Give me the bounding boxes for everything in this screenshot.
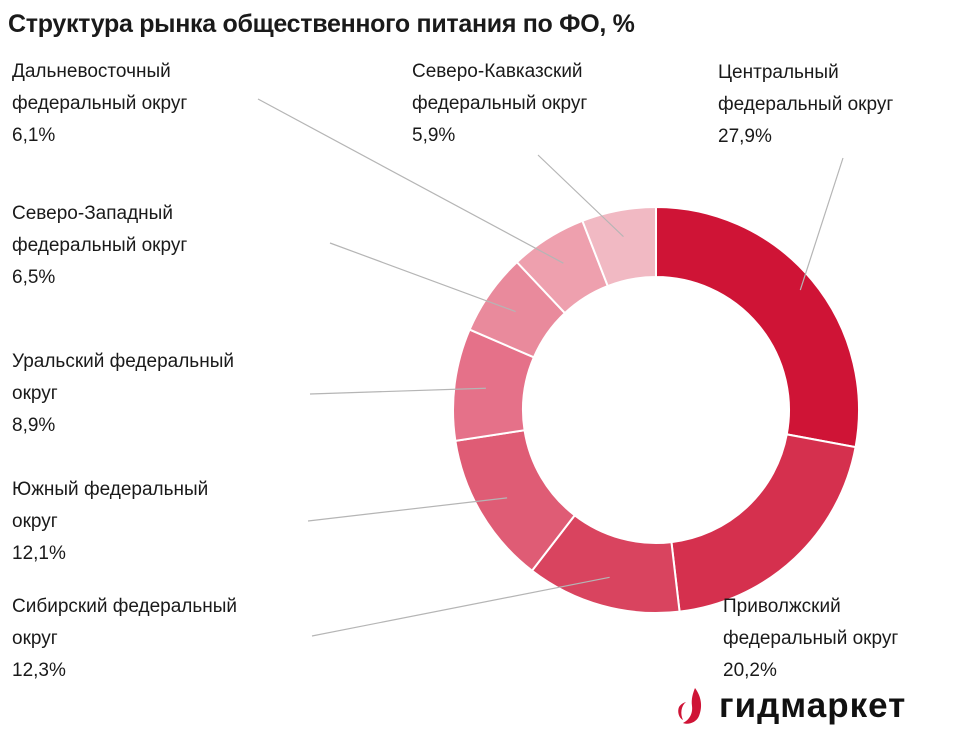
slice-label: Северо-Кавказский федеральный округ 5,9% xyxy=(412,56,587,152)
slice-label: Центральный федеральный округ 27,9% xyxy=(718,57,893,153)
slice-label-line: Дальневосточный xyxy=(12,61,171,82)
slice-value-label: 6,1% xyxy=(12,125,56,146)
chart-title: Структура рынка общественного питания по… xyxy=(8,10,635,38)
donut-slice xyxy=(655,205,860,449)
slice-label-line: Северо-Западный xyxy=(12,203,173,224)
slice-label-line: Уральский федеральный xyxy=(12,351,234,372)
leader-line xyxy=(309,387,486,395)
donut-slice xyxy=(670,433,857,613)
slice-label-line: Центральный xyxy=(718,62,839,83)
leader-line xyxy=(799,157,844,291)
slice-label-line: федеральный округ xyxy=(412,93,588,114)
slice-label: Приволжский федеральный округ 20,2% xyxy=(723,591,898,687)
slice-label: Уральский федеральный округ 8,9% xyxy=(12,346,234,442)
leader-line xyxy=(257,98,564,264)
slice-value-label: 20,2% xyxy=(723,660,777,681)
slice-label-line: федеральный округ xyxy=(12,93,188,114)
slice-label-line: Южный федеральный xyxy=(12,479,209,500)
donut-slice xyxy=(581,205,657,288)
leader-line xyxy=(307,497,508,522)
slice-label: Северо-Западный федеральный округ 6,5% xyxy=(12,198,187,294)
slice-value-label: 5,9% xyxy=(412,125,456,146)
slice-label-line: округ xyxy=(12,511,58,532)
slice-value-label: 27,9% xyxy=(718,126,772,147)
brand-logo: гидмаркет xyxy=(675,684,906,728)
flame-logo-icon xyxy=(678,688,702,724)
slice-label-line: округ xyxy=(12,383,58,404)
leader-line xyxy=(537,154,624,238)
slice-label-line: Северо-Кавказский xyxy=(412,61,583,82)
slice-value-label: 12,3% xyxy=(12,660,66,681)
slice-label-line: Сибирский федеральный xyxy=(12,596,238,617)
logo-text: гидмаркет xyxy=(719,686,907,725)
slice-label: Южный федеральный округ 12,1% xyxy=(12,474,208,570)
slice-value-label: 8,9% xyxy=(12,415,56,436)
slice-label-line: федеральный округ xyxy=(12,235,188,256)
slice-label: Сибирский федеральный округ 12,3% xyxy=(12,591,237,687)
slice-label-line: округ xyxy=(12,628,58,649)
slice-label-line: Приволжский xyxy=(723,596,841,617)
slice-value-label: 6,5% xyxy=(12,267,56,288)
slice-label-line: федеральный округ xyxy=(723,628,899,649)
slice-value-label: 12,1% xyxy=(12,543,66,564)
slice-label: Дальневосточный федеральный округ 6,1% xyxy=(12,56,187,152)
leader-line xyxy=(311,576,610,637)
leader-line xyxy=(329,242,516,313)
slice-label-line: федеральный округ xyxy=(718,94,894,115)
